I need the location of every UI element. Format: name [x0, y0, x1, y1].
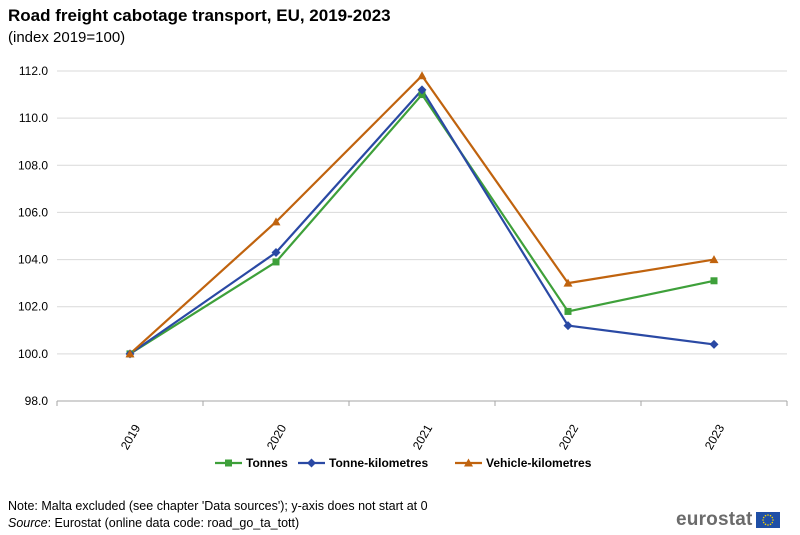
source-label: Source — [8, 516, 48, 530]
y-tick-label: 112.0 — [19, 64, 48, 78]
data-point-tonnes — [710, 277, 718, 285]
legend-marker — [307, 458, 316, 468]
data-point-tonnes — [418, 91, 426, 99]
x-tick-label: 2022 — [556, 422, 582, 452]
data-point-tonne-kilometres — [271, 248, 281, 257]
eu-flag-star — [769, 514, 771, 517]
series-line-vehicle-kilometres — [129, 74, 715, 355]
y-tick-label: 104.0 — [18, 253, 48, 267]
eu-flag-star — [771, 521, 773, 524]
eu-flag-star — [766, 514, 769, 516]
y-tick-label: 106.0 — [18, 205, 48, 219]
legend-marker — [225, 459, 232, 467]
series-line-tonne-kilometres — [129, 88, 715, 355]
data-point-vehicle-kilometres — [563, 278, 573, 287]
data-point-vehicle-kilometres — [125, 349, 135, 358]
legend-label: Tonnes — [246, 456, 288, 470]
eu-flag-star — [764, 523, 766, 526]
chart-title: Road freight cabotage transport, EU, 201… — [8, 6, 391, 25]
data-point-vehicle-kilometres — [709, 255, 719, 264]
data-point-tonne-kilometres — [563, 321, 573, 331]
x-tick-label: 2020 — [264, 422, 290, 452]
series-line-tonnes — [129, 93, 715, 355]
x-tick-label: 2021 — [410, 422, 436, 452]
x-tick-label: 2019 — [118, 422, 144, 452]
legend-marker — [464, 458, 473, 467]
source-text: : Eurostat (online data code: road_go_ta… — [47, 516, 300, 530]
eu-flag-star — [762, 521, 765, 524]
eu-flag-star — [764, 514, 766, 517]
data-point-tonne-kilometres — [417, 85, 427, 95]
data-point-vehicle-kilometres — [417, 71, 427, 80]
legend-label: Tonne-kilometres — [329, 456, 428, 470]
source-line: Source: Eurostat (online data code: road… — [8, 516, 299, 530]
eu-flag-star — [771, 519, 774, 521]
chart-subtitle: (index 2019=100) — [8, 29, 126, 46]
eu-flag-star — [766, 524, 769, 526]
y-tick-label: 102.0 — [18, 300, 48, 314]
y-tick-label: 110.0 — [19, 111, 48, 125]
data-point-tonne-kilometres — [709, 339, 719, 349]
eu-flag-background — [755, 512, 780, 528]
data-point-tonnes — [272, 258, 280, 266]
y-tick-label: 98.0 — [25, 394, 49, 408]
data-point-tonnes — [564, 307, 572, 315]
footnote: Note: Malta excluded (see chapter 'Data … — [8, 499, 428, 513]
data-point-vehicle-kilometres — [271, 217, 281, 226]
legend-label: Vehicle-kilometres — [486, 456, 592, 470]
eu-flag-star — [761, 519, 764, 521]
y-tick-label: 100.0 — [18, 347, 48, 361]
eurostat-logo: eurostat — [676, 509, 780, 531]
eu-flag-star — [771, 516, 773, 519]
eu-flag-icon — [755, 512, 780, 528]
y-tick-label: 108.0 — [18, 158, 48, 172]
x-tick-label: 2023 — [702, 422, 728, 452]
eu-flag-star — [769, 523, 771, 526]
eu-flag-stars — [761, 514, 774, 526]
eu-flag-star — [762, 516, 765, 519]
logo-text: eurostat — [676, 509, 753, 530]
